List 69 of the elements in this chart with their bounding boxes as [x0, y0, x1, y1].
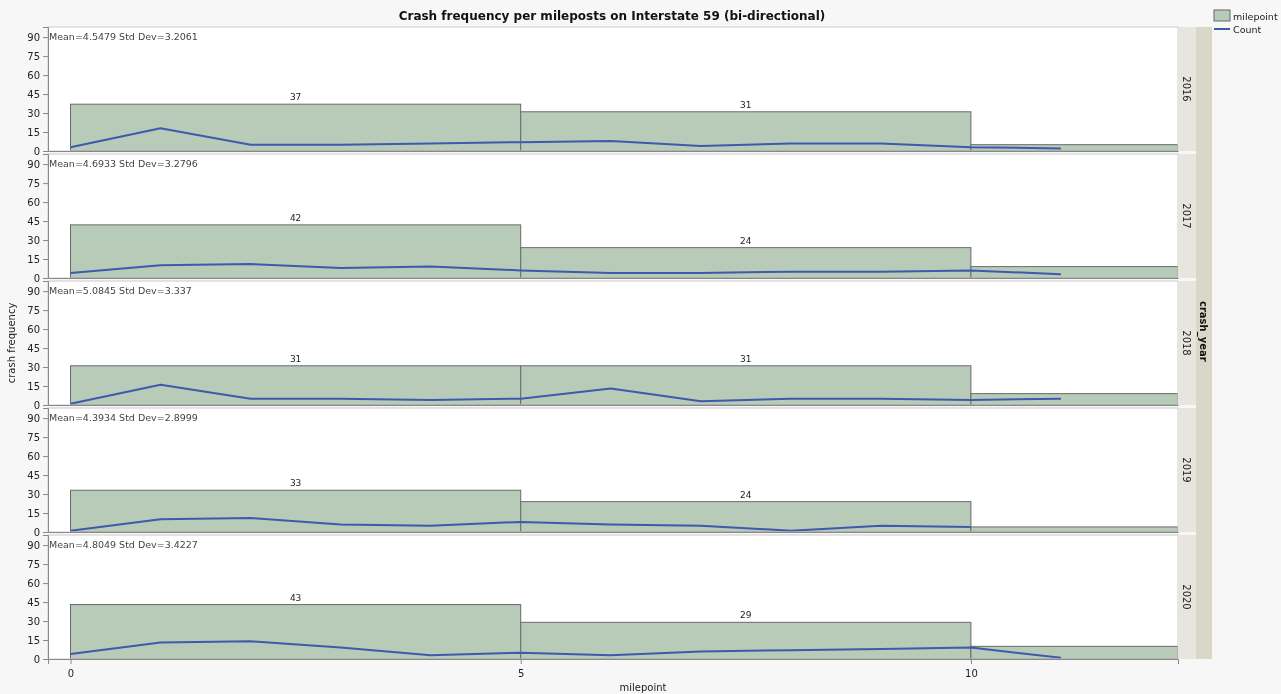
- y-tick-label: 0: [33, 653, 40, 665]
- y-tick-label: 75: [27, 558, 40, 570]
- legend-label: milepoint: [1233, 10, 1278, 22]
- x-axis-title: milepoint: [619, 682, 667, 693]
- y-tick-label: 75: [27, 431, 40, 443]
- data-label: 42: [289, 212, 302, 223]
- x-tick-label: 5: [518, 668, 525, 679]
- y-tick-label: 60: [27, 196, 40, 208]
- y-tick-label: 75: [27, 50, 40, 62]
- y-tick-label: 60: [27, 450, 40, 462]
- line-series: [69, 383, 1062, 405]
- y-tick-label: 45: [27, 215, 40, 227]
- annotation: Mean=4.3934 Std Dev=2.8999: [49, 412, 198, 423]
- y-tick-label: 60: [27, 323, 40, 335]
- line-series: [69, 127, 1062, 150]
- y-tick-label: 0: [33, 399, 40, 411]
- data-label: 31: [740, 353, 752, 364]
- annotation: Mean=4.5479 Std Dev=3.2061: [49, 31, 198, 42]
- data-label: 37: [289, 92, 302, 103]
- text: 2020: [1181, 584, 1192, 610]
- y-tick-label: 15: [27, 634, 40, 646]
- annotation: Mean=4.6933 Std Dev=3.2796: [49, 158, 198, 169]
- annotation: Mean=4.8049 Std Dev=3.4227: [49, 539, 198, 550]
- x-tick-label: 0: [67, 668, 75, 679]
- y-tick-label: 15: [27, 507, 40, 519]
- y-tick-label: 45: [27, 88, 40, 100]
- text: 2018: [1181, 330, 1192, 356]
- y-tick-label: 30: [27, 361, 40, 373]
- data-label: 31: [740, 99, 752, 110]
- y-tick-label: 75: [27, 304, 40, 316]
- y-tick-label: 75: [27, 177, 40, 189]
- y-tick-label: 15: [27, 253, 40, 265]
- text: crash_year: [1197, 301, 1209, 362]
- y-tick-label: 90: [27, 412, 40, 424]
- data-label: 43: [289, 592, 302, 603]
- line-series: [69, 263, 1062, 276]
- x-tick-label: 10: [965, 668, 978, 679]
- y-tick-label: 45: [27, 596, 40, 608]
- y-tick-label: 90: [27, 31, 40, 43]
- data-label: 24: [740, 235, 752, 246]
- y-axis-title: crash frequency: [6, 302, 17, 384]
- annotation: Mean=5.0845 Std Dev=3.337: [49, 285, 192, 296]
- data-label: 33: [289, 478, 302, 489]
- y-tick-label: 0: [33, 272, 40, 284]
- y-tick-label: 30: [27, 107, 40, 119]
- y-tick-label: 90: [27, 539, 40, 551]
- y-tick-label: 30: [27, 488, 40, 500]
- y-tick-label: 60: [27, 577, 40, 589]
- text: 2016: [1181, 76, 1192, 102]
- y-tick-label: 45: [27, 469, 40, 481]
- y-tick-label: 0: [33, 145, 40, 157]
- y-tick-label: 90: [27, 285, 40, 297]
- data-label: 24: [740, 489, 752, 500]
- y-tick-label: 15: [27, 126, 40, 138]
- y-tick-label: 15: [27, 380, 40, 392]
- text: 2017: [1181, 203, 1192, 229]
- y-tick-label: 30: [27, 234, 40, 246]
- y-tick-label: 0: [33, 526, 40, 538]
- line-series: [69, 640, 1062, 659]
- chart-title: Crash frequency per mileposts on Interstate 59 (bi-directional): [398, 9, 826, 23]
- data-label: 29: [740, 610, 752, 621]
- line-series: [69, 517, 972, 532]
- data-label: 31: [289, 353, 302, 364]
- y-tick-label: 90: [27, 158, 40, 170]
- y-tick-label: 60: [27, 69, 40, 81]
- legend-label: Count: [1233, 23, 1262, 35]
- text: 2019: [1181, 457, 1192, 483]
- y-tick-label: 45: [27, 342, 40, 354]
- y-tick-label: 30: [27, 615, 40, 627]
